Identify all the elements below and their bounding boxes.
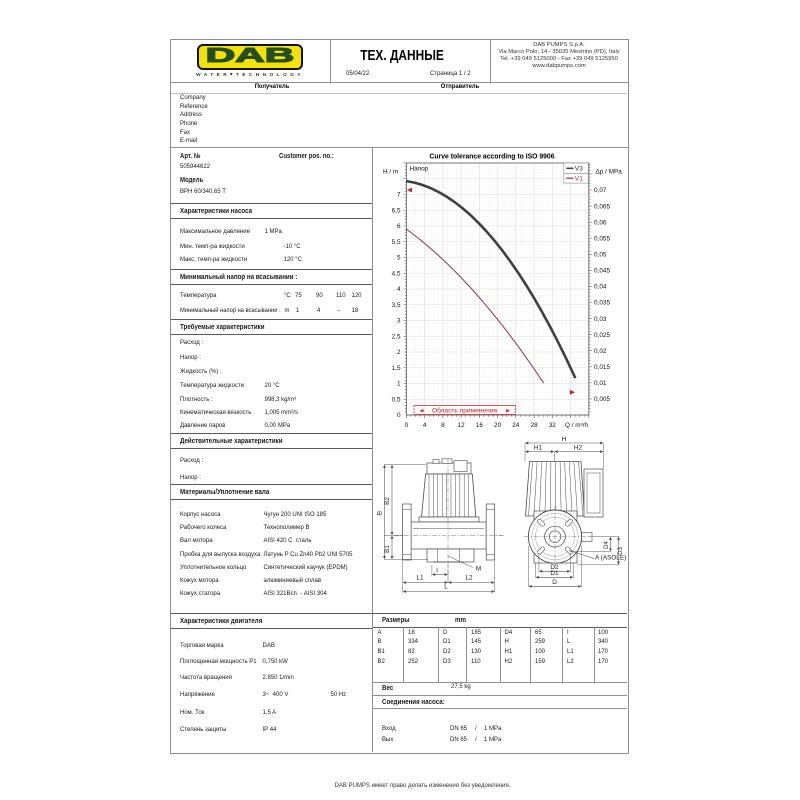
svg-text:M: M <box>476 566 481 573</box>
svg-text:0,055: 0,055 <box>594 235 610 242</box>
svg-text:0,025: 0,025 <box>594 332 610 339</box>
svg-text:16: 16 <box>476 422 484 429</box>
svg-text:3,5: 3,5 <box>392 302 401 309</box>
svg-text:0,06: 0,06 <box>594 219 607 226</box>
svg-text:6: 6 <box>397 223 401 230</box>
svg-text:3: 3 <box>397 318 401 325</box>
svg-text:I: I <box>436 568 438 575</box>
svg-text:0,5: 0,5 <box>392 396 401 403</box>
svg-text:5: 5 <box>397 255 401 262</box>
svg-text:1: 1 <box>397 381 401 388</box>
svg-text:0,01: 0,01 <box>594 380 607 387</box>
svg-text:0: 0 <box>405 422 409 429</box>
svg-text:1,5: 1,5 <box>392 365 401 372</box>
svg-text:H: H <box>562 436 567 443</box>
svg-text:32: 32 <box>549 422 557 429</box>
svg-text:0,05: 0,05 <box>594 252 607 259</box>
svg-text:0,02: 0,02 <box>594 348 607 355</box>
svg-text:0: 0 <box>397 412 401 419</box>
svg-text:2,5: 2,5 <box>392 333 401 340</box>
svg-text:24: 24 <box>512 422 520 429</box>
svg-text:0,035: 0,035 <box>594 300 610 307</box>
svg-text:D1: D1 <box>550 570 559 577</box>
svg-text:D4: D4 <box>604 541 610 549</box>
svg-text:0,045: 0,045 <box>594 268 610 275</box>
svg-text:12: 12 <box>458 422 466 429</box>
svg-text:0,065: 0,065 <box>594 203 610 210</box>
svg-text:B1: B1 <box>384 545 391 553</box>
svg-text:B2: B2 <box>384 497 391 505</box>
svg-text:0,03: 0,03 <box>594 316 607 323</box>
svg-text:20: 20 <box>494 422 502 429</box>
svg-text:D: D <box>552 579 557 586</box>
svg-text:0,07: 0,07 <box>594 187 607 194</box>
svg-text:D3: D3 <box>618 547 624 555</box>
svg-text:4: 4 <box>423 422 427 429</box>
svg-text:B: B <box>377 511 384 515</box>
svg-text:Напор: Напор <box>410 165 429 172</box>
svg-text:2: 2 <box>397 349 401 356</box>
svg-text:D2: D2 <box>550 564 559 571</box>
svg-text:Curve tolerance according to I: Curve tolerance according to ISO 9906 <box>430 151 555 160</box>
svg-text:►: ► <box>505 408 511 415</box>
svg-text:Δp / MPa: Δp / MPa <box>596 169 623 176</box>
svg-text:Область применения: Область применения <box>432 406 497 414</box>
svg-text:L1: L1 <box>416 575 424 582</box>
svg-text:H / m: H / m <box>383 169 398 176</box>
svg-text:5,5: 5,5 <box>392 239 401 246</box>
svg-text:4: 4 <box>397 286 401 293</box>
svg-text:Q / m³/h: Q / m³/h <box>565 422 589 429</box>
svg-text:A (ASOLE): A (ASOLE) <box>595 555 626 562</box>
svg-text:28: 28 <box>531 422 539 429</box>
svg-text:8: 8 <box>441 422 445 429</box>
svg-text:V1: V1 <box>575 176 583 183</box>
svg-text:◄: ◄ <box>418 408 424 415</box>
svg-text:6,5: 6,5 <box>392 207 401 214</box>
svg-text:7: 7 <box>397 192 401 199</box>
svg-text:V3: V3 <box>575 166 583 173</box>
svg-text:L2: L2 <box>465 575 473 582</box>
svg-text:H2: H2 <box>574 444 583 451</box>
svg-text:L: L <box>444 584 448 591</box>
svg-text:0,04: 0,04 <box>594 284 607 291</box>
svg-text:0,005: 0,005 <box>594 396 610 403</box>
svg-text:0,015: 0,015 <box>594 364 610 371</box>
svg-text:H1: H1 <box>534 444 543 451</box>
svg-text:4,5: 4,5 <box>392 270 401 277</box>
